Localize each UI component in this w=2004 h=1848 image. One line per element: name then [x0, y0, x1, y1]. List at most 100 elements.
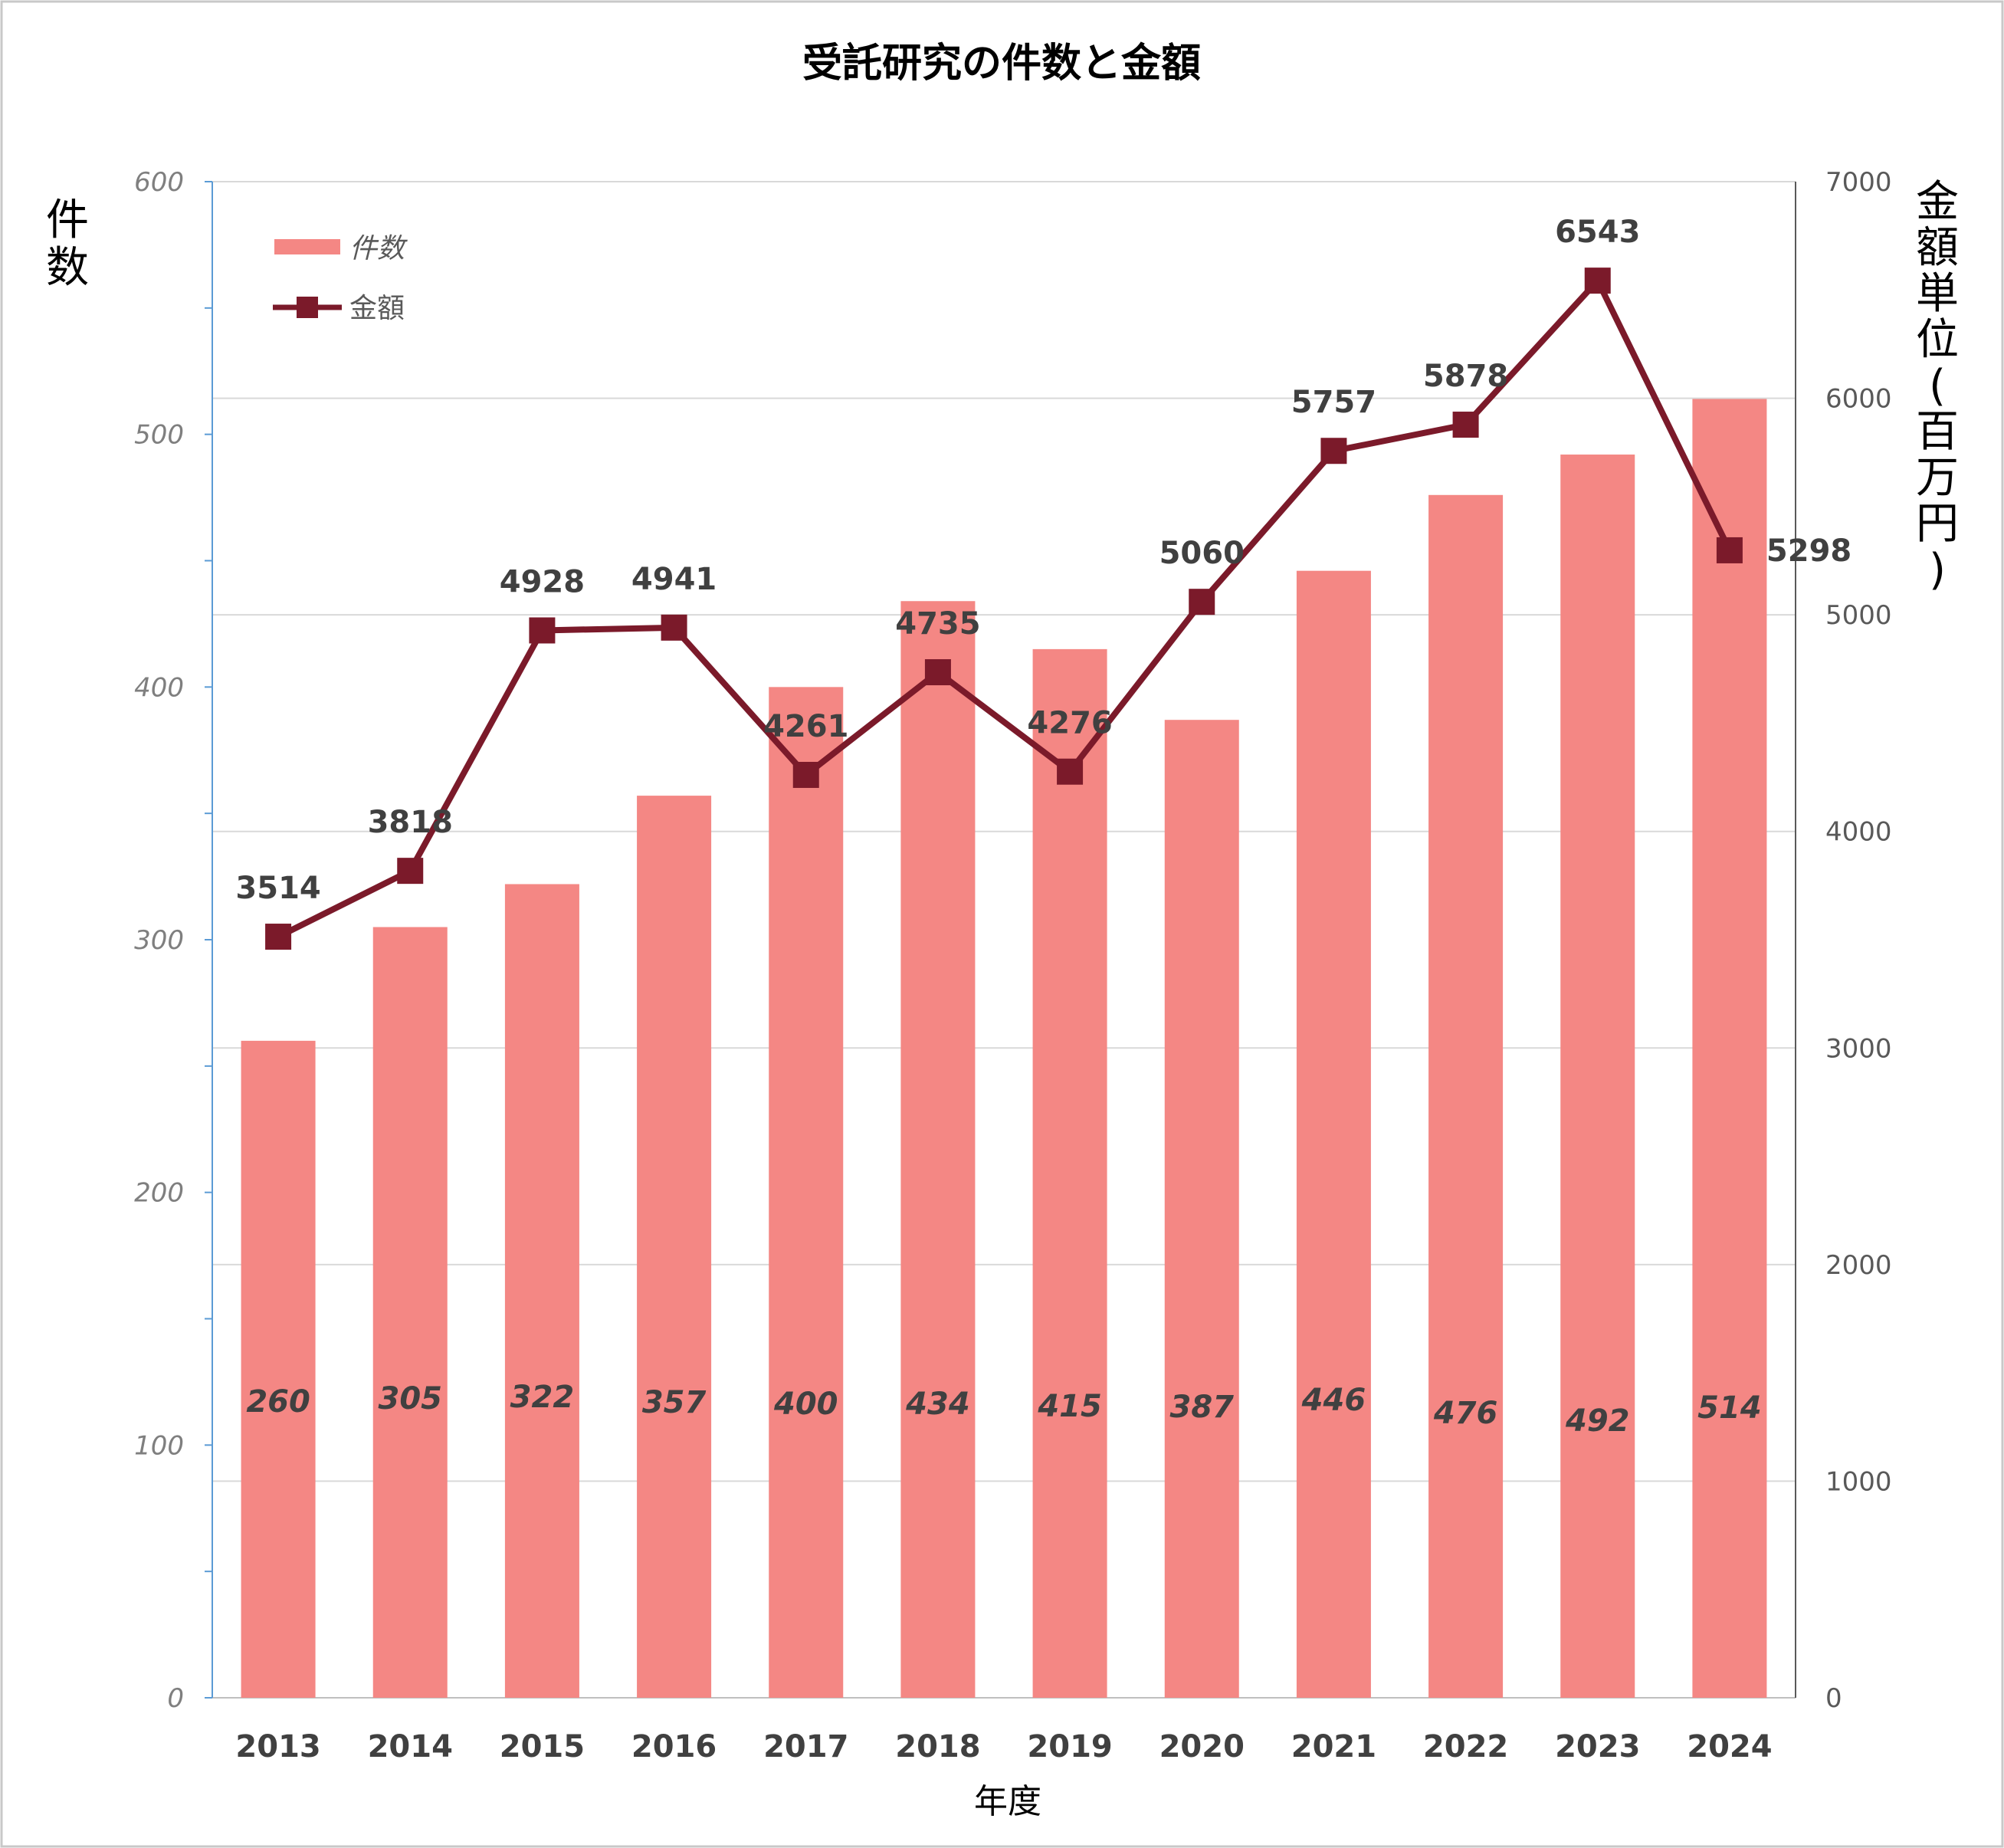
bar-data-label: 322 [510, 1380, 575, 1415]
line-marker [1584, 268, 1611, 294]
gridlines [212, 181, 1796, 1699]
x-axis-title: 年度 [974, 1782, 1041, 1821]
line-marker [792, 761, 819, 788]
line-data-label: 3514 [235, 871, 320, 906]
x-axis-tick-label: 2020 [1159, 1729, 1245, 1764]
line-data-label: 4941 [631, 562, 717, 597]
x-axis-tick-label: 2018 [895, 1729, 980, 1764]
bar-data-label: 476 [1433, 1396, 1498, 1431]
y-axis-right-tick-label: 3000 [1825, 1033, 1892, 1064]
bar-data-label: 387 [1170, 1390, 1235, 1425]
right-axis: 0 1000 2000 3000 4000 5000 6000 7000 [1795, 167, 1892, 1714]
line-marker [1452, 412, 1479, 438]
y-axis-right-title: 金額単位(百万円) [1916, 177, 1959, 595]
line-marker [397, 858, 424, 885]
x-axis-tick-label: 2016 [631, 1729, 717, 1764]
y-axis-right-tick-label: 7000 [1825, 167, 1892, 198]
line-data-label: 3818 [368, 805, 453, 840]
axis-title-glyph: 万 [1916, 453, 1959, 503]
line-marker [1716, 537, 1743, 563]
x-axis-tick-label: 2015 [500, 1729, 585, 1764]
bar-data-label: 434 [905, 1387, 970, 1422]
bar-data-label: 415 [1037, 1389, 1102, 1424]
bar [1692, 399, 1767, 1698]
y-axis-left-tick-label: 600 [134, 167, 184, 198]
bar-labels: 260 305 322 357 400 434 415 387 446 476 492 514 [246, 1380, 1761, 1439]
axis-title-glyph: ) [1929, 545, 1946, 595]
bar [1296, 570, 1371, 1698]
y-axis-right-tick-label: 2000 [1825, 1250, 1892, 1281]
line-series [265, 268, 1743, 950]
y-axis-left-tick-label: 0 [167, 1683, 184, 1714]
legend-swatch-bar [274, 239, 340, 254]
y-axis-right-tick-label: 6000 [1825, 384, 1892, 415]
bar-series [241, 399, 1767, 1699]
line-marker [529, 617, 556, 644]
bar-data-label: 514 [1697, 1390, 1762, 1426]
chart-title: 受託研究の件数と金額 [802, 41, 1201, 87]
line-data-label: 6543 [1555, 215, 1640, 250]
axis-title-glyph: 位 [1916, 315, 1959, 365]
y-axis-right-tick-label: 0 [1825, 1683, 1842, 1714]
y-axis-left-tick-label: 300 [134, 925, 184, 956]
bar [1032, 648, 1107, 1699]
line-data-label: 5060 [1159, 536, 1245, 571]
y-axis-left-tick-label: 100 [134, 1430, 184, 1461]
line-data-label: 5298 [1766, 533, 1851, 569]
legend: 件数 金額 [273, 233, 408, 324]
bar-data-label: 357 [642, 1385, 707, 1420]
y-axis-right-tick-label: 4000 [1825, 817, 1892, 848]
bar-data-label: 492 [1565, 1403, 1630, 1439]
x-axis-tick-label: 2024 [1687, 1729, 1772, 1764]
bar [372, 927, 448, 1698]
bar [637, 796, 712, 1698]
y-axis-left-tick-label: 500 [134, 420, 184, 451]
line-marker [661, 614, 687, 641]
x-axis-tick-label: 2023 [1555, 1729, 1640, 1764]
line-data-label: 4276 [1027, 706, 1112, 741]
axis-title-glyph: 百 [1916, 407, 1959, 457]
legend-swatch-marker [297, 297, 318, 318]
y-axis-right-tick-label: 5000 [1825, 600, 1892, 631]
line-marker [924, 659, 951, 686]
axis-title-glyph: 円 [1916, 499, 1959, 549]
line-marker [1320, 438, 1347, 464]
bar [1428, 494, 1504, 1699]
bar [241, 1040, 316, 1698]
axis-title-glyph: 単 [1916, 269, 1959, 319]
x-axis-tick-label: 2013 [235, 1729, 320, 1764]
axis-title-glyph: 金 [1916, 177, 1959, 227]
x-axis-tick-label: 2014 [368, 1729, 453, 1764]
axis-title-glyph: ( [1929, 361, 1946, 411]
y-axis-left-title: 件数 [46, 195, 89, 293]
bar [504, 884, 579, 1698]
bar-data-label: 400 [773, 1387, 838, 1422]
bar [900, 601, 976, 1699]
line-marker [1057, 758, 1084, 785]
line-path [277, 277, 1733, 940]
line-data-label: 5878 [1423, 359, 1508, 394]
axis-title-glyph: 数 [46, 243, 89, 293]
bar [769, 687, 844, 1699]
y-axis-left-tick-label: 400 [134, 672, 184, 703]
x-axis-tick-label: 2021 [1291, 1729, 1376, 1764]
line-marker [265, 924, 292, 950]
x-axis-tick-label: 2017 [763, 1729, 848, 1764]
line-data-label: 4928 [500, 564, 585, 599]
axis-title-glyph: 件 [46, 195, 89, 245]
x-axis-ticks: 2013 2014 2015 2016 2017 2018 2019 2020 2021 2022… [235, 1729, 1772, 1764]
bar [1164, 720, 1239, 1699]
legend-label-bar: 件数 [349, 233, 408, 264]
legend-label-line: 金額 [349, 293, 405, 324]
x-axis-tick-label: 2022 [1423, 1729, 1508, 1764]
axis-title-glyph: 額 [1916, 223, 1959, 273]
line-data-label: 4261 [763, 709, 848, 744]
y-axis-left-tick-label: 200 [134, 1178, 184, 1209]
bar-data-label: 260 [246, 1384, 310, 1420]
bar-data-label: 305 [379, 1381, 443, 1416]
x-axis-tick-label: 2019 [1027, 1729, 1112, 1764]
bar [1560, 455, 1635, 1698]
line-labels: 3514 3818 4928 4941 4261 4735 4276 5060 5757 5878… [235, 215, 1851, 906]
bar-data-label: 446 [1301, 1383, 1366, 1418]
